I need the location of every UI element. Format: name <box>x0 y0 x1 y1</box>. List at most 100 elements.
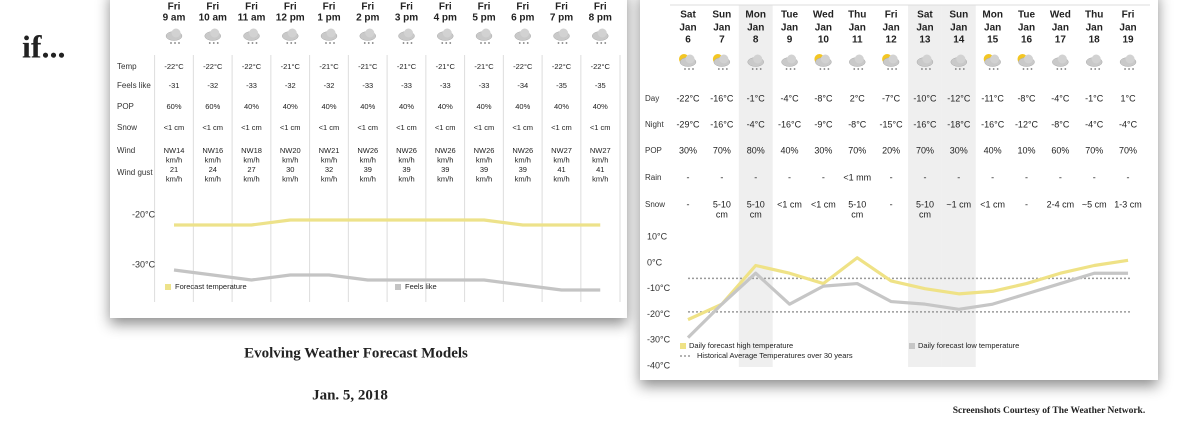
table-cell: -35 <box>556 81 567 90</box>
table-cell: - <box>1127 172 1130 182</box>
snow-dot <box>1124 68 1126 70</box>
snow-dot <box>1056 68 1059 70</box>
table-cell: NW26 <box>357 146 378 155</box>
cloud-icon <box>956 54 966 64</box>
column-date: 9 <box>787 35 793 46</box>
table-cell: -4°C <box>1051 93 1070 103</box>
snow-dot <box>480 42 482 44</box>
table-cell: km/h <box>282 155 298 164</box>
table-cell: 70% <box>848 145 866 155</box>
table-cell: -32 <box>285 81 296 90</box>
table-cell: -29°C <box>676 119 700 129</box>
column-month: Jan <box>679 23 696 34</box>
table-cell: -4°C <box>780 93 799 103</box>
table-cell: 5-10 <box>848 199 866 209</box>
snow-dot <box>441 42 444 44</box>
table-cell: 5-10 <box>713 199 731 209</box>
table-cell: 70% <box>1085 145 1103 155</box>
column-day: Fri <box>885 10 898 21</box>
table-cell: NW18 <box>241 146 262 155</box>
column-time: 8 pm <box>589 13 612 24</box>
cloud-icon <box>404 28 413 38</box>
table-cell: km/h <box>553 174 569 183</box>
table-cell: 40% <box>321 102 336 111</box>
table-cell: -12°C <box>947 93 971 103</box>
table-cell: -10°C <box>913 93 937 103</box>
legend-label: Forecast temperature <box>175 282 247 291</box>
snow-dot <box>363 42 366 44</box>
cloud-icon <box>854 54 864 64</box>
series-line <box>173 268 601 292</box>
snow-dot <box>445 42 448 44</box>
snow-dot <box>717 68 720 70</box>
snow-dot <box>954 68 957 70</box>
table-cell: NW20 <box>280 146 301 155</box>
table-cell: 70% <box>916 145 934 155</box>
column-month: Jan <box>950 23 967 34</box>
column-month: Jan <box>916 23 933 34</box>
snow-dot <box>522 42 525 44</box>
row-label: Wind gust <box>117 168 153 177</box>
cloud-icon <box>753 54 763 64</box>
cloud-icon <box>171 28 181 38</box>
legend-swatch <box>165 284 171 290</box>
legend-label: Daily forecast high temperature <box>689 341 793 350</box>
table-cell: km/h <box>476 174 492 183</box>
legend-swatch <box>909 343 915 349</box>
table-cell: -8°C <box>848 119 867 129</box>
table-cell: 40% <box>593 102 608 111</box>
table-cell: <1 cm <box>777 199 802 209</box>
snow-dot <box>857 68 860 70</box>
cloud-icon <box>597 28 607 38</box>
table-cell: cm <box>750 209 762 219</box>
snow-dot <box>600 42 603 44</box>
cloud-icon <box>481 28 491 38</box>
table-cell: - <box>687 199 690 209</box>
table-cell: km/h <box>553 155 569 164</box>
cloud-icon <box>326 28 336 38</box>
column-day: Fri <box>555 2 568 13</box>
table-cell: 40% <box>399 102 414 111</box>
table-cell: 60% <box>205 102 220 111</box>
column-day: Fri <box>245 2 258 13</box>
snow-dot <box>526 42 529 44</box>
table-cell: -33 <box>246 81 257 90</box>
table-cell: km/h <box>205 155 221 164</box>
snow-dot <box>793 68 796 70</box>
cloud-icon <box>787 54 797 64</box>
y-tick-label: -30°C <box>132 259 156 269</box>
column-month: Jan <box>1119 23 1136 34</box>
column-time: 5 pm <box>472 13 495 24</box>
table-cell: 1°C <box>1120 93 1136 103</box>
column-day: Thu <box>848 10 866 21</box>
table-cell: 40% <box>984 145 1002 155</box>
table-cell: -4°C <box>1085 119 1104 129</box>
row-label: Feels like <box>117 81 151 90</box>
snow-dot <box>208 42 211 44</box>
table-cell: -8°C <box>814 93 833 103</box>
table-cell: km/h <box>282 174 298 183</box>
table-cell: <1 cm <box>551 123 572 132</box>
table-cell: 39 <box>441 165 449 174</box>
column-day: Wed <box>813 10 834 21</box>
snow-dot <box>887 68 889 70</box>
column-date: 10 <box>818 35 830 46</box>
snow-dot <box>1094 68 1097 70</box>
table-cell: -33 <box>401 81 412 90</box>
row-label: Rain <box>645 173 661 182</box>
cloud-icon <box>210 28 220 38</box>
snow-dot <box>294 42 297 44</box>
legend-swatch <box>680 343 686 349</box>
column-month: Jan <box>984 23 1001 34</box>
table-cell: - <box>991 172 994 182</box>
snow-dot <box>861 68 864 70</box>
table-cell: 30% <box>814 145 832 155</box>
column-day: Fri <box>1122 10 1135 21</box>
table-cell: -7°C <box>882 93 901 103</box>
column-time: 4 pm <box>434 13 457 24</box>
table-cell: -22°C <box>552 62 572 71</box>
cloud-icon <box>520 28 530 38</box>
cloud-icon <box>249 28 258 38</box>
snow-dot <box>565 42 568 44</box>
table-cell: km/h <box>476 155 492 164</box>
